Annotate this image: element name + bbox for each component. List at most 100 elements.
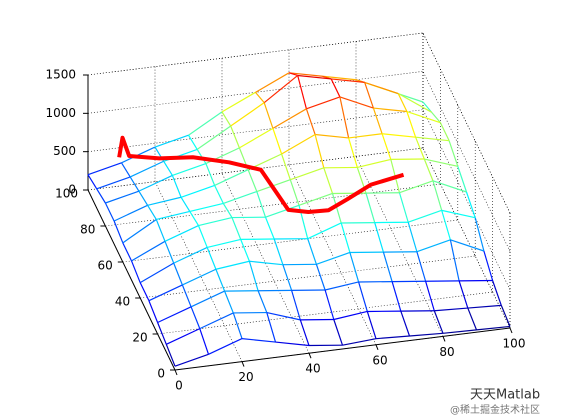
mesh-line	[206, 247, 217, 270]
mesh-line	[342, 338, 377, 346]
mesh-line	[173, 246, 208, 264]
mesh-line	[198, 216, 233, 227]
mesh-line	[188, 111, 223, 136]
mesh-line	[174, 353, 209, 367]
mesh-line	[208, 338, 243, 355]
mesh-line	[96, 176, 131, 190]
mesh-line	[397, 93, 432, 113]
mesh-line	[196, 125, 232, 150]
mesh-line	[382, 251, 393, 282]
mesh-line	[255, 91, 265, 104]
mesh-line	[172, 163, 207, 176]
mesh-line	[139, 262, 175, 284]
mesh-line	[415, 136, 425, 160]
mesh-line	[273, 238, 284, 265]
mesh-line	[255, 72, 290, 93]
mesh-line	[282, 264, 293, 291]
y-tick-label: 20	[132, 331, 147, 345]
mesh-line	[199, 328, 210, 355]
mesh-line	[139, 282, 150, 301]
grid-line	[87, 32, 424, 76]
y-tick-label: 80	[80, 223, 95, 237]
grid-line	[422, 147, 511, 329]
mesh-line	[247, 169, 258, 192]
mesh-line	[130, 260, 141, 283]
mesh-line	[458, 280, 469, 309]
mesh-line	[105, 190, 140, 204]
mesh-line	[315, 133, 349, 139]
mesh-line	[314, 134, 325, 168]
mesh-line	[138, 174, 173, 192]
y-axis	[87, 189, 176, 371]
mesh-line	[156, 210, 190, 221]
mesh-line	[307, 222, 342, 240]
mesh-line	[199, 312, 234, 330]
grid-line	[154, 181, 243, 362]
mesh-line	[87, 174, 98, 190]
mesh-line	[129, 176, 140, 192]
tick-mark	[174, 369, 178, 376]
mesh-line	[407, 209, 442, 223]
mesh-line	[364, 82, 374, 109]
mesh-line	[364, 81, 399, 95]
mesh-line	[331, 193, 342, 224]
mesh-line	[157, 322, 167, 345]
y-tick-label: 60	[98, 259, 113, 273]
mesh-line	[113, 220, 124, 244]
mesh-line	[272, 108, 307, 129]
mesh-line	[449, 239, 460, 281]
mesh-line	[288, 72, 298, 77]
mesh-line	[166, 328, 201, 345]
mesh-line	[315, 264, 326, 291]
grid-line	[422, 71, 511, 252]
mesh-line	[465, 191, 476, 218]
mesh-line	[263, 102, 274, 129]
x-tick-label: 100	[503, 337, 526, 351]
mesh-line	[281, 133, 316, 155]
mesh-line	[272, 128, 283, 155]
mesh-line	[457, 166, 468, 193]
mesh-line	[240, 239, 250, 262]
mesh-line	[113, 204, 148, 222]
mesh-line	[131, 240, 166, 262]
mesh-line	[147, 204, 157, 220]
mesh-line	[190, 306, 201, 329]
mesh-line	[297, 75, 307, 109]
mesh-line	[322, 75, 357, 81]
mesh-line	[155, 219, 166, 242]
mesh-line	[467, 307, 478, 331]
mesh-line	[129, 160, 164, 178]
grid-line	[288, 164, 377, 345]
red-path	[117, 135, 405, 214]
mesh-line	[138, 190, 149, 206]
mesh-line	[148, 300, 159, 323]
mesh-line	[333, 319, 344, 346]
mesh-line	[165, 344, 176, 367]
mesh-line	[264, 216, 275, 240]
mesh-line	[425, 281, 435, 311]
mesh-line	[372, 107, 383, 134]
mesh-line	[241, 338, 276, 343]
mesh-line	[181, 284, 192, 308]
y-tick-label: 0	[157, 367, 165, 381]
mesh-line	[147, 196, 182, 206]
mesh-line	[476, 325, 511, 331]
mesh-line	[349, 252, 360, 283]
mesh-line	[333, 310, 368, 321]
mesh-line	[257, 290, 268, 313]
mesh-line	[231, 217, 242, 240]
mesh-line	[399, 180, 434, 194]
z-tick-label: 1000	[45, 106, 76, 120]
x-tick-label: 80	[439, 345, 454, 359]
mesh-line	[180, 184, 215, 198]
mesh-line	[214, 185, 224, 204]
mesh-line	[406, 111, 417, 138]
mesh-line	[263, 75, 299, 104]
mesh-line	[340, 222, 351, 253]
mesh-line	[407, 222, 418, 252]
tick-mark	[308, 353, 312, 359]
mesh-line	[122, 218, 157, 244]
mesh-line	[391, 281, 402, 312]
